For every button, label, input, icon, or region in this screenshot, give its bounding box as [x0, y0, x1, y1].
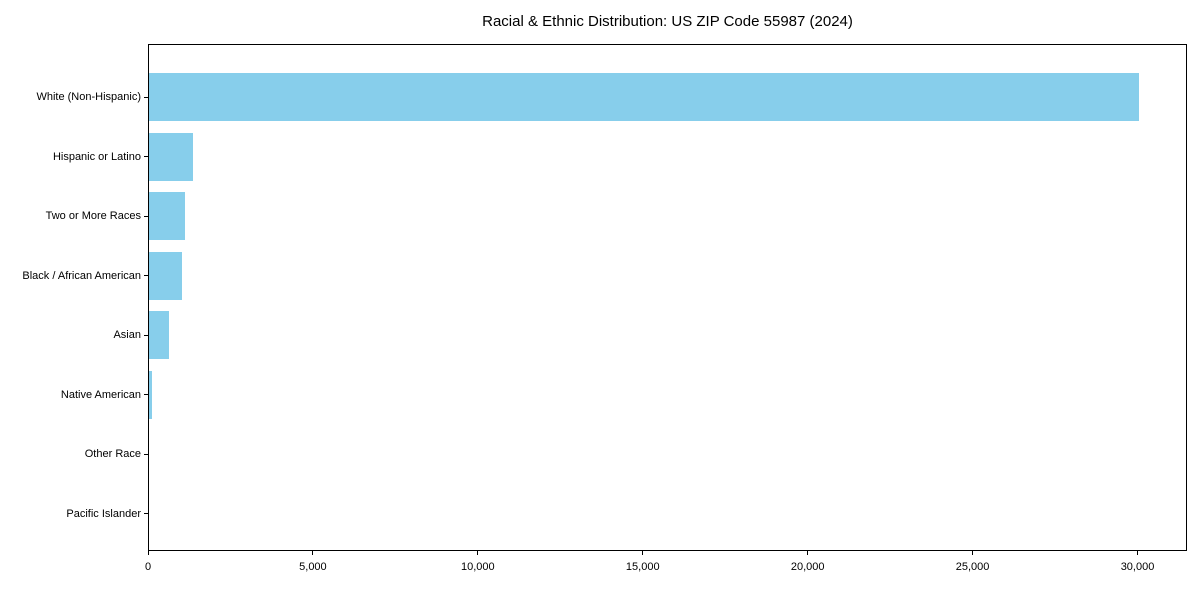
bar-white-non-hispanic	[149, 73, 1139, 121]
x-tick-label-30000: 30,000	[1120, 561, 1155, 573]
y-tick-label-white-non-hispanic: White (Non-Hispanic)	[36, 91, 141, 103]
x-tick-5000	[312, 551, 314, 555]
y-tick-label-asian: Asian	[113, 329, 141, 342]
y-tick-pacific-islander	[144, 513, 148, 515]
x-tick-15000	[642, 551, 644, 555]
y-tick-label-two-or-more-races: Two or More Races	[45, 210, 141, 223]
x-tick-label-15000: 15,000	[625, 561, 660, 573]
x-tick-label-20000: 20,000	[790, 561, 825, 573]
y-tick-label-native-american: Native American	[60, 388, 141, 401]
x-tick-label-25000: 25,000	[955, 561, 990, 573]
bar-asian	[149, 311, 169, 360]
y-tick-hispanic-or-latino	[144, 156, 148, 158]
bar-hispanic-or-latino	[149, 132, 194, 181]
bar-two-or-more-races	[149, 192, 186, 241]
bar-native-american	[149, 370, 152, 419]
y-tick-label-other-race: Other Race	[84, 448, 141, 461]
x-tick-label-10000: 10,000	[461, 561, 495, 573]
chart-title: Racial & Ethnic Distribution: US ZIP Cod…	[482, 13, 853, 30]
plot-area	[148, 44, 1187, 551]
bar-black-african-american	[149, 251, 182, 300]
y-tick-other-race	[144, 453, 148, 455]
y-tick-label-black-african-american: Black / African American	[22, 269, 141, 282]
x-tick-label-0: 0	[144, 561, 152, 573]
y-tick-asian	[144, 334, 148, 336]
y-tick-label-pacific-islander: Pacific Islander	[66, 507, 141, 520]
y-tick-native-american	[144, 394, 148, 396]
x-tick-10000	[477, 551, 479, 555]
x-tick-30000	[1137, 551, 1139, 555]
y-tick-two-or-more-races	[144, 215, 148, 217]
y-tick-black-african-american	[144, 275, 148, 277]
x-tick-label-5000: 5,000	[299, 561, 327, 573]
y-tick-label-hispanic-or-latino: Hispanic or Latino	[52, 150, 141, 163]
x-tick-0	[147, 551, 149, 555]
x-tick-25000	[972, 551, 974, 555]
x-tick-20000	[807, 551, 809, 555]
y-tick-white-non-hispanic	[144, 96, 148, 98]
